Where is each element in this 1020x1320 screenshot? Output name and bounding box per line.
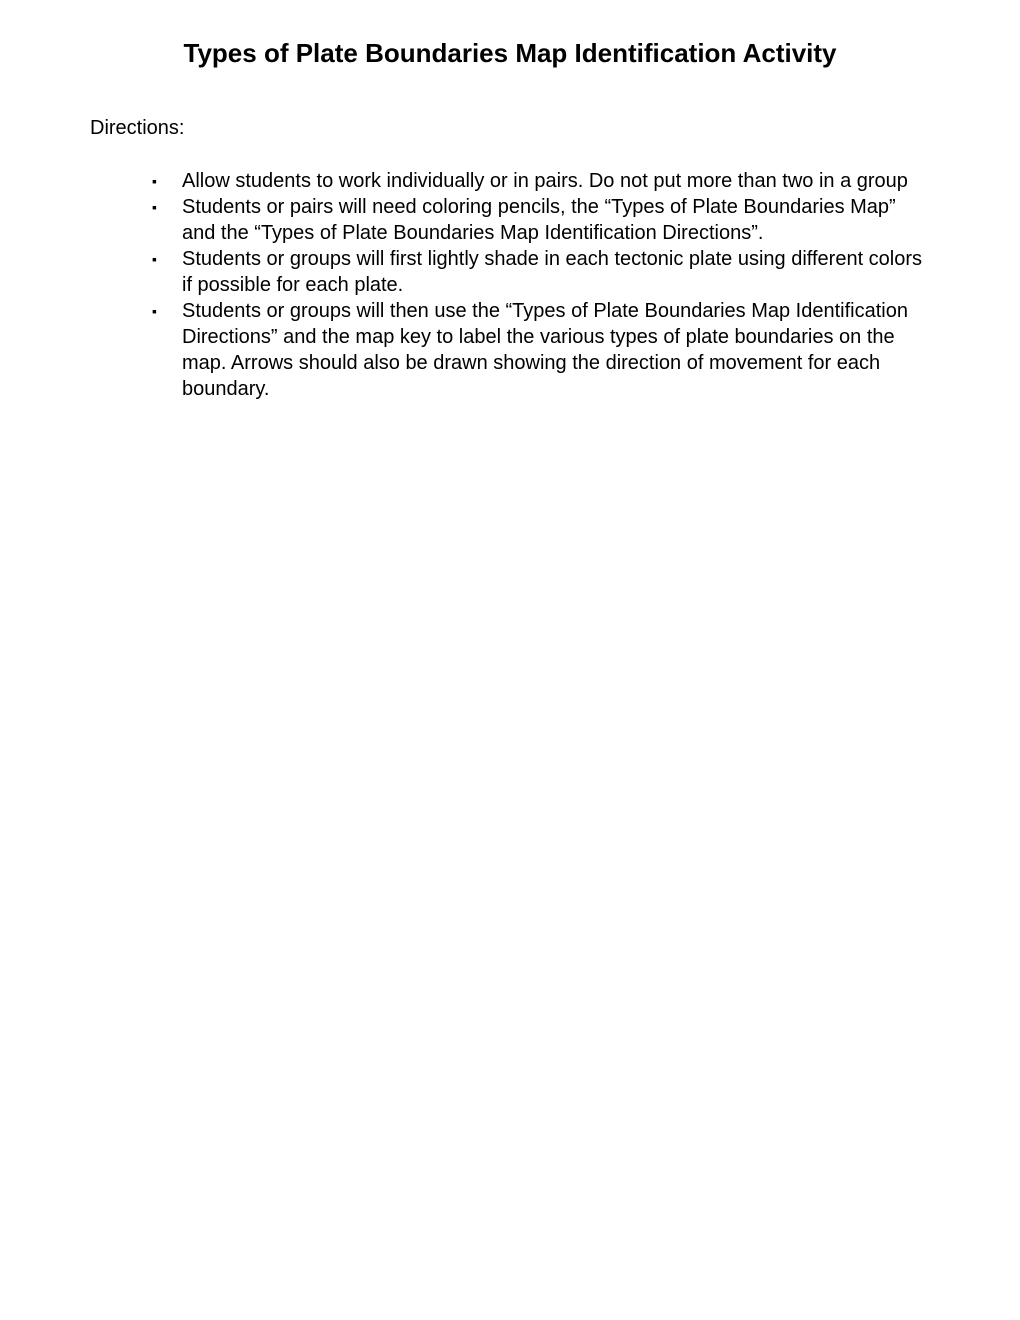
list-item: Allow students to work individually or i… <box>152 168 930 194</box>
page-title: Types of Plate Boundaries Map Identifica… <box>90 38 930 69</box>
list-item: Students or pairs will need coloring pen… <box>152 194 930 246</box>
directions-list: Allow students to work individually or i… <box>90 168 930 402</box>
directions-label: Directions: <box>90 117 930 140</box>
list-item: Students or groups will first lightly sh… <box>152 246 930 298</box>
list-item: Students or groups will then use the “Ty… <box>152 298 930 402</box>
